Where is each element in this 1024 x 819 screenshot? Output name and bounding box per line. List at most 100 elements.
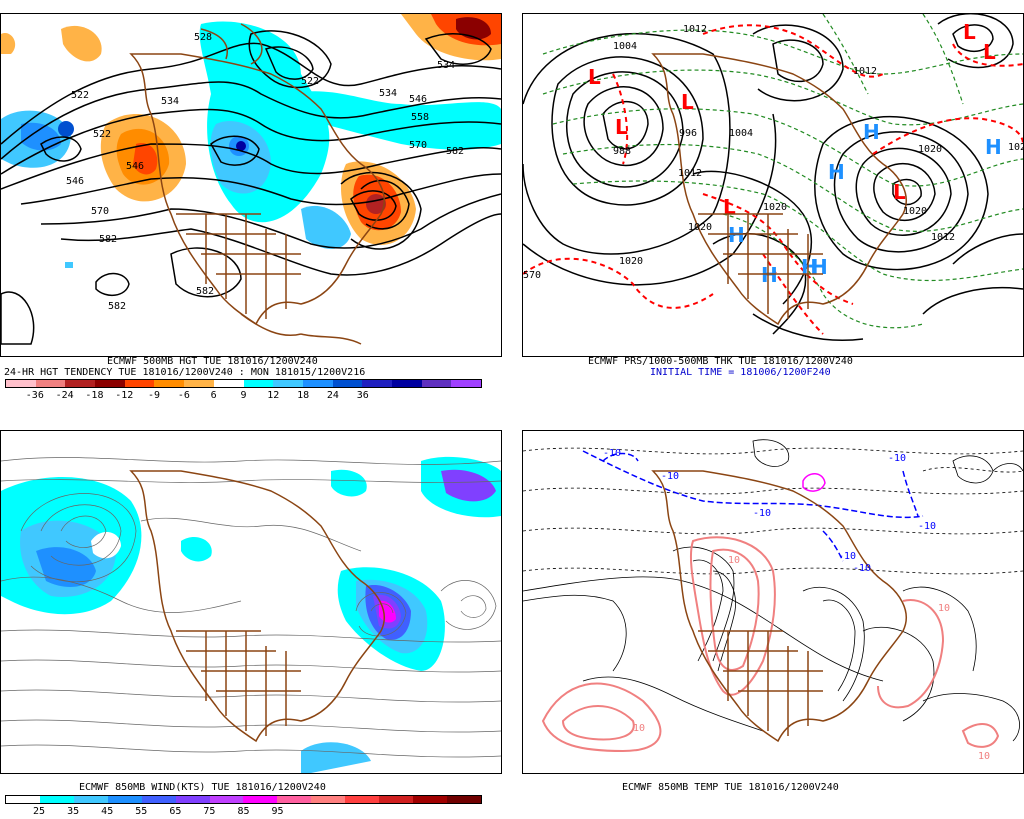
colorbar-label: 65 — [169, 806, 182, 817]
colorbar-swatch — [302, 380, 333, 387]
map-mslp: L L L L L L L H H H H H H H 1012 1004 98… — [523, 14, 1024, 342]
colorbar-swatch — [39, 796, 74, 803]
contour-label: 582 — [196, 286, 214, 297]
thickness-label: 570 — [523, 270, 541, 281]
contour-label: 546 — [66, 176, 84, 187]
colorbar-swatch — [95, 380, 125, 387]
p500-caption-1: ECMWF 500MB HGT TUE 181016/1200V240 — [107, 356, 318, 367]
temp-warm — [541, 536, 1000, 753]
high-marker: H — [811, 255, 828, 279]
colorbar-swatch — [209, 796, 244, 803]
contour-label: 582 — [108, 301, 126, 312]
height-contours — [1, 30, 501, 345]
temp-labels: -10 -10 -10 -10 -10 -10 -10 10 10 10 10 — [603, 448, 990, 762]
isobar-label: 1020 — [619, 256, 643, 267]
colorbar-label: -9 — [148, 390, 161, 401]
colorbar-swatch — [6, 796, 40, 803]
low-marker: L — [983, 40, 996, 64]
high-marker: H — [761, 263, 778, 287]
colorbar-swatch — [175, 796, 210, 803]
contour-label: 522 — [301, 76, 319, 87]
low-marker: L — [893, 180, 906, 204]
colorbar-label: 6 — [210, 390, 217, 401]
colorbar-label: 12 — [267, 390, 280, 401]
low-marker: L — [588, 65, 601, 89]
isobar-label: 1012 — [931, 232, 955, 243]
colorbar-label: -18 — [85, 390, 104, 401]
colorbar-swatch — [332, 380, 363, 387]
contour-label: 534 — [379, 88, 397, 99]
wind-shading — [1, 456, 501, 773]
colorbar-swatch — [243, 796, 278, 803]
temp-label: -10 — [853, 563, 871, 574]
isobar-label: 1020 — [918, 144, 942, 155]
colorbar-label: 55 — [135, 806, 148, 817]
coastlines — [651, 470, 907, 743]
colorbar-swatch — [141, 796, 176, 803]
panel-500mb-height: 528 522 534 546 534 522 534 546 570 558 … — [0, 13, 502, 357]
contour-label: 534 — [161, 96, 179, 107]
isobar-label: 1012 — [678, 168, 702, 179]
colorbar-swatch — [391, 380, 422, 387]
isobar-label: 1020 — [688, 222, 712, 233]
colorbar-swatch — [451, 380, 481, 387]
colorbar-label: -6 — [177, 390, 190, 401]
isobar-label: 1004 — [729, 128, 753, 139]
map-850temp: -10 -10 -10 -10 -10 -10 -10 10 10 10 10 — [523, 439, 1023, 762]
contour-label: 534 — [437, 60, 455, 71]
coastlines — [129, 23, 385, 345]
pmslp-caption-1: ECMWF PRS/1000-500MB THK TUE 181016/1200… — [588, 356, 853, 367]
low-marker: L — [681, 90, 694, 114]
colorbar-swatch — [73, 796, 108, 803]
temp-label: 10 — [728, 555, 740, 566]
panel-850mb-temp: -10 -10 -10 -10 -10 -10 -10 10 10 10 10 — [522, 430, 1024, 774]
temp-label: 10 — [633, 723, 645, 734]
coastlines — [651, 53, 907, 326]
colorbar-label: 24 — [326, 390, 339, 401]
colorbar-swatch — [273, 380, 303, 387]
p500-colorbar-labels: -36 -24 -18 -12 -9 -6 6 9 12 18 24 36 — [5, 390, 482, 402]
temp-label: -10 — [753, 508, 771, 519]
colorbar-label: -36 — [25, 390, 44, 401]
high-marker: H — [985, 135, 1002, 159]
colorbar-swatch — [421, 380, 452, 387]
temp-label: 10 — [938, 603, 950, 614]
panel-mslp-thickness: L L L L L L L H H H H H H H 1012 1004 98… — [522, 13, 1024, 357]
contour-label: 582 — [446, 146, 464, 157]
ptemp-caption-1: ECMWF 850MB TEMP TUE 181016/1200V240 — [622, 782, 839, 793]
colorbar-swatch — [213, 380, 244, 387]
contour-label: 522 — [71, 90, 89, 101]
streamlines — [1, 457, 501, 758]
contour-label: 582 — [99, 234, 117, 245]
contour-label: 522 — [93, 129, 111, 140]
high-marker: H — [728, 223, 745, 247]
colorbar-label: -24 — [55, 390, 74, 401]
isobar-label: 1004 — [613, 41, 637, 52]
temp-label: -10 — [918, 521, 936, 532]
colorbar-label: 85 — [237, 806, 250, 817]
thickness-warm — [523, 24, 1023, 335]
contour-label: 546 — [409, 94, 427, 105]
pwind-colorbar-labels: 25 35 45 55 65 75 85 95 — [5, 806, 482, 818]
temp-label: -10 — [838, 551, 856, 562]
isobar-label: 996 — [679, 128, 697, 139]
high-marker: H — [863, 120, 880, 144]
colorbar-label: 35 — [67, 806, 80, 817]
isobar-labels: 1012 1004 988 996 1004 1012 1020 1020 10… — [523, 24, 1024, 281]
high-marker: H — [801, 255, 818, 279]
colorbar-swatch — [35, 380, 66, 387]
colorbar-label: -12 — [115, 390, 134, 401]
colorbar-swatch — [6, 380, 36, 387]
low-marker: L — [723, 195, 736, 219]
temp-cold — [582, 450, 924, 562]
colorbar-swatch — [311, 796, 346, 803]
height-dashed — [523, 447, 1023, 575]
colorbar-swatch — [65, 380, 96, 387]
isobar-label: 1028 — [1008, 142, 1024, 153]
colorbar-swatch — [107, 796, 142, 803]
isobar-label: 1020 — [903, 206, 927, 217]
colorbar-swatch — [124, 380, 155, 387]
colorbar-swatch — [379, 796, 414, 803]
colorbar-label: 25 — [33, 806, 46, 817]
colorbar-swatch — [154, 380, 185, 387]
